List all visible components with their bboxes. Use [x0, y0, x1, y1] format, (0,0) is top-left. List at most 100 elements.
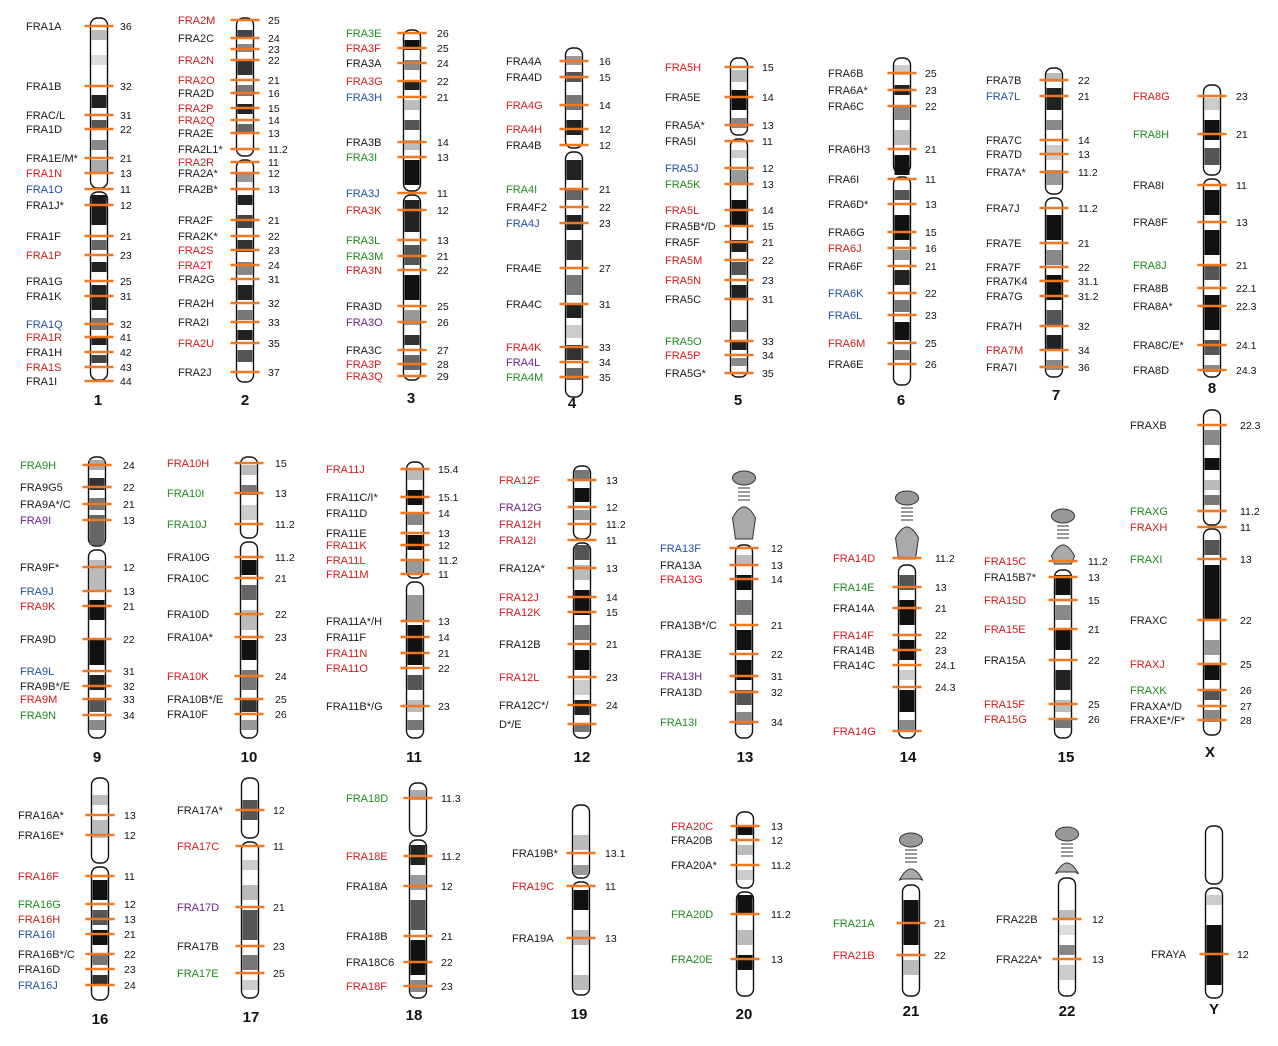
g-band	[731, 358, 747, 366]
band-label: 11.3	[441, 793, 461, 805]
fragile-site-label: FRA4D	[506, 72, 542, 84]
fragile-site-label: FRA4E	[506, 263, 541, 275]
fragile-site-label: FRA6J	[828, 243, 862, 255]
band-label: 15	[275, 458, 287, 470]
short-arm	[894, 526, 920, 560]
fragile-site-label: FRA1A	[26, 21, 62, 33]
band-label: 23	[438, 701, 450, 713]
fragile-site-label: FRAXI	[1130, 554, 1162, 566]
band-label: 15.1	[438, 492, 459, 504]
band-label: 16	[268, 88, 280, 100]
g-band	[894, 130, 910, 145]
g-band	[899, 600, 915, 625]
band-label: 31	[120, 291, 132, 303]
fragile-site-label: FRA1G	[26, 276, 63, 288]
g-band	[566, 95, 582, 110]
fragile-site-label: FRA2J	[178, 367, 212, 379]
fragile-site-label: FRA9I	[20, 515, 51, 527]
g-band	[574, 680, 590, 695]
fragile-site-label: FRA5I	[665, 136, 696, 148]
g-band	[407, 625, 423, 665]
fragile-site-label: FRA18E	[346, 851, 388, 863]
fragile-site-label: FRA11K	[326, 540, 367, 552]
g-band	[241, 720, 257, 730]
chromosome-number: 10	[241, 749, 258, 766]
g-band	[573, 835, 589, 850]
chromosome-3: FRA3E 26 FRA3F 25 FRA3A 24 FRA3G 22 FRA3H 21 FRA3B…	[346, 28, 449, 407]
g-band	[574, 725, 590, 732]
fragile-site-label: FRA6H3	[828, 144, 870, 156]
fragile-site-label: FRA2U	[178, 338, 214, 350]
chromosome-number: 3	[407, 390, 415, 407]
g-band	[566, 120, 582, 135]
fragile-site-label: FRA17E	[177, 968, 219, 980]
fragile-site-label: FRA9N	[20, 710, 56, 722]
g-band	[573, 975, 589, 990]
fragile-site-label: FRA1D	[26, 124, 62, 136]
band-label: 21	[925, 261, 937, 273]
band-label: 13	[1240, 554, 1252, 566]
band-label: 23	[275, 632, 287, 644]
g-band	[737, 825, 753, 835]
band-label: 11.2	[771, 860, 791, 872]
fragile-site-label: FRA12L	[499, 672, 539, 684]
fragile-site-label: FRA21B	[833, 950, 875, 962]
band-label: 35	[599, 372, 611, 384]
fragile-site-label: FRA11N	[326, 648, 367, 660]
fragile-site-label: FRA5J	[665, 163, 699, 175]
fragile-site-label: FRA18B	[346, 931, 388, 943]
band-label: 31	[599, 299, 611, 311]
fragile-site-label: FRA2F	[178, 215, 213, 227]
g-band	[731, 200, 747, 225]
band-label: 22.1	[1236, 283, 1257, 295]
band-label: 23	[1236, 91, 1248, 103]
g-band	[1059, 945, 1075, 955]
band-label: 13	[1078, 149, 1090, 161]
fragile-site-label: FRA14E	[833, 582, 875, 594]
band-label: 22	[1240, 615, 1252, 627]
fragile-site-label: FRA6K	[828, 288, 864, 300]
band-label: 21	[123, 601, 135, 613]
band-label: 12	[771, 543, 783, 555]
g-band	[237, 310, 253, 320]
chromosome-number: 4	[568, 395, 577, 412]
fragile-site-label: FRA2O	[178, 75, 215, 87]
band-label: 33	[762, 336, 774, 348]
chromosome-number: 19	[571, 1006, 588, 1023]
band-label: 24	[268, 260, 280, 272]
g-band	[241, 585, 257, 600]
g-band	[574, 488, 590, 502]
fragile-site-label: FRA10J	[167, 519, 207, 531]
g-band	[736, 575, 752, 590]
fragile-site-label: FRA3E	[346, 28, 381, 40]
g-band	[574, 625, 590, 640]
band-label: 21	[606, 639, 618, 651]
band-label: 13	[268, 184, 280, 196]
g-band	[407, 595, 423, 620]
chromosome-21: FRA21A 21 FRA21B 22 21	[833, 832, 946, 1020]
band-label: 21	[771, 620, 783, 632]
band-label: 15	[762, 62, 774, 74]
band-label: 11.2	[441, 851, 461, 863]
g-band	[404, 120, 420, 130]
fragile-site-label: FRA5K	[665, 179, 701, 191]
fragile-site-label: FRA9G5	[20, 482, 63, 494]
fragile-site-label: FRAXE*/F*	[1130, 715, 1186, 727]
fragile-site-label: FRA4L	[506, 357, 540, 369]
band-label: 23	[124, 964, 136, 976]
fragile-site-label: FRA6D*	[828, 199, 869, 211]
g-band	[410, 875, 426, 890]
band-label: 25	[925, 338, 937, 350]
g-band	[731, 118, 747, 128]
fragile-site-label: FRA9H	[20, 460, 56, 472]
g-band	[899, 690, 915, 712]
g-band	[894, 250, 910, 260]
band-label: 12	[606, 502, 618, 514]
g-band	[731, 150, 747, 158]
fragile-site-label: FRA18A	[346, 881, 388, 893]
band-label: 11.2	[606, 519, 626, 531]
fragile-site-label: FRA14D	[833, 553, 875, 565]
fragile-site-label: FRA1R	[26, 332, 62, 344]
g-band	[241, 640, 257, 660]
band-label: 13	[438, 528, 450, 540]
